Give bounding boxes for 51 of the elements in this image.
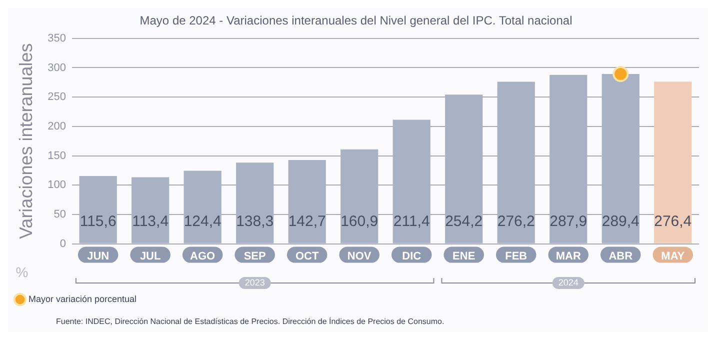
y-tick-label: 350 bbox=[48, 32, 66, 44]
x-tick-label: DIC bbox=[402, 250, 422, 262]
data-label: 115,6 bbox=[80, 212, 116, 230]
text: 2024 bbox=[558, 277, 578, 288]
bar bbox=[132, 177, 170, 244]
bar bbox=[602, 74, 640, 244]
legend-label: Mayor variación porcentual bbox=[28, 294, 137, 304]
x-tick-label: MAR bbox=[556, 250, 581, 262]
x-tick-label: JUN bbox=[87, 250, 110, 262]
data-label: 276,2 bbox=[497, 212, 535, 230]
data-label: 142,7 bbox=[288, 212, 326, 230]
x-tick-label: ABR bbox=[608, 250, 633, 262]
chart-title: Mayo de 2024 - Variaciones interanuales del Nivel general del IPC. Total nacional bbox=[140, 14, 572, 28]
y-tick-label: 50 bbox=[54, 208, 66, 220]
x-tick-label: OCT bbox=[295, 250, 319, 262]
bar bbox=[654, 82, 692, 244]
y-tick-label: 100 bbox=[48, 179, 66, 192]
y-tick-label: 0 bbox=[60, 238, 66, 250]
source-note: Fuente: INDEC, Dirección Nacional de Estadísticas de Precios. Dirección de Índices de Precios de Consumo. bbox=[56, 317, 444, 326]
bar bbox=[79, 176, 117, 244]
x-tick-label: MAY bbox=[661, 250, 686, 262]
bar bbox=[340, 149, 378, 244]
bar bbox=[550, 74, 588, 244]
x-tick-label: NOV bbox=[347, 250, 372, 262]
data-label: 113,4 bbox=[132, 212, 169, 230]
data-label: 211,4 bbox=[393, 212, 430, 230]
data-label: 138,3 bbox=[236, 212, 274, 230]
bar bbox=[392, 120, 430, 244]
y-tick-label: 300 bbox=[48, 62, 66, 74]
bar bbox=[497, 82, 535, 244]
data-label: 124,4 bbox=[184, 212, 222, 230]
bar bbox=[184, 170, 222, 244]
x-tick-label: JUL bbox=[140, 250, 162, 262]
bar bbox=[445, 94, 483, 244]
data-label: 160,9 bbox=[340, 212, 378, 230]
data-label: 289,4 bbox=[602, 212, 640, 230]
data-label: 276,4 bbox=[654, 212, 692, 230]
y-axis-title: Variaciones interanuales bbox=[16, 43, 36, 239]
data-label: 254,2 bbox=[445, 212, 483, 230]
text: % bbox=[16, 264, 28, 280]
y-tick-label: 250 bbox=[48, 91, 66, 104]
x-tick-label: FEB bbox=[505, 250, 528, 262]
bar bbox=[288, 160, 326, 244]
y-tick-label: 150 bbox=[48, 150, 66, 162]
x-tick-label: ENE bbox=[452, 250, 476, 262]
text: 2023 bbox=[244, 277, 265, 288]
x-tick-label: SEP bbox=[244, 250, 266, 262]
bar bbox=[236, 162, 274, 244]
y-tick-label: 200 bbox=[48, 120, 66, 132]
x-tick-label: AGO bbox=[190, 250, 216, 262]
data-label: 287,9 bbox=[550, 212, 588, 230]
